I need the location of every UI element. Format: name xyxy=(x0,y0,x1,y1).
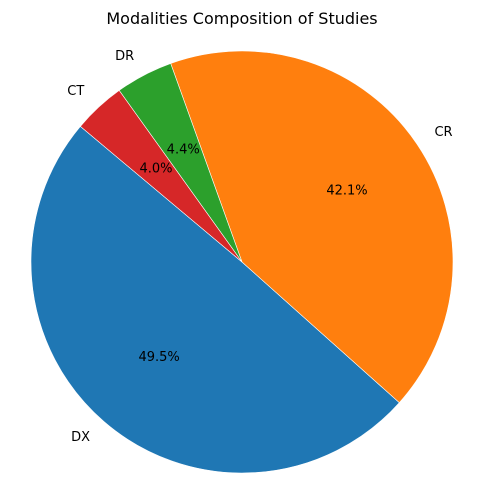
slice-label-dr: DR xyxy=(115,49,134,64)
pct-label-dr: 4.4% xyxy=(167,142,200,157)
slice-label-ct: CT xyxy=(67,84,84,99)
slice-label-dx: DX xyxy=(71,430,90,445)
pct-label-dx: 49.5% xyxy=(138,350,179,365)
pct-label-ct: 4.0% xyxy=(139,162,172,177)
pie-slice-ct xyxy=(79,90,243,263)
pie-slice-dx xyxy=(30,125,400,474)
slice-label-cr: CR xyxy=(434,125,452,140)
pie-slices xyxy=(30,50,454,474)
pie-slice-cr xyxy=(170,50,454,404)
chart-title: Modalities Composition of Studies xyxy=(106,9,377,28)
pct-label-cr: 42.1% xyxy=(326,184,367,199)
pie-labels: DX 49.5% CR 42.1% DR 4.4% CT 4.0% xyxy=(67,49,452,445)
